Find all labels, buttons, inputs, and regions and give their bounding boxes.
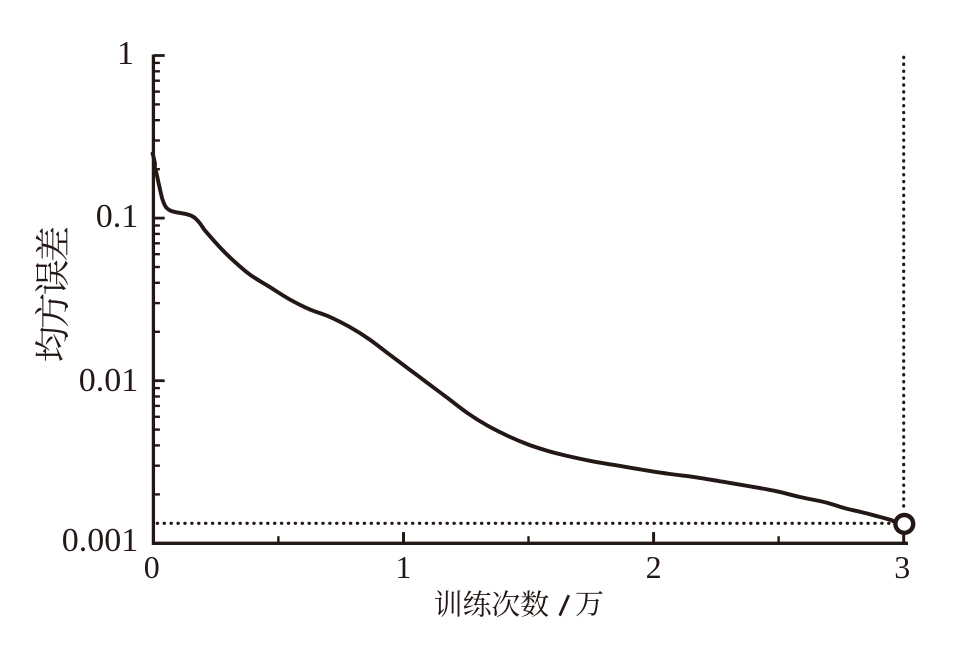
svg-text:2: 2 bbox=[646, 549, 662, 585]
svg-text:0.01: 0.01 bbox=[79, 362, 139, 399]
svg-text:0.001: 0.001 bbox=[62, 522, 139, 559]
svg-text:1: 1 bbox=[396, 549, 412, 585]
svg-text:3: 3 bbox=[894, 549, 910, 585]
svg-text:0.1: 0.1 bbox=[96, 198, 139, 235]
svg-text:1: 1 bbox=[117, 35, 134, 72]
svg-text:0: 0 bbox=[144, 549, 160, 585]
